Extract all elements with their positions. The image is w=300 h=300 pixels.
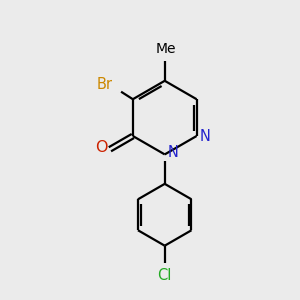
Text: Me: Me [156,42,176,56]
Text: Br: Br [96,77,112,92]
Text: O: O [95,140,108,155]
Text: N: N [200,128,210,143]
Text: N: N [167,146,178,160]
Text: Cl: Cl [158,268,172,283]
